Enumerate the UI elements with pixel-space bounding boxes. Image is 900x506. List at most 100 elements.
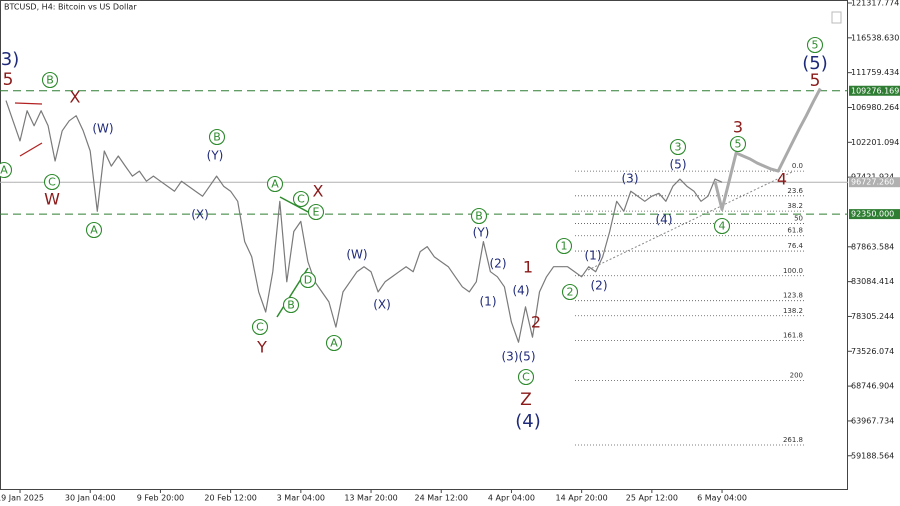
plot-frame bbox=[0, 0, 848, 490]
wave-label: C bbox=[256, 321, 264, 334]
x-tick-label: 25 Apr 12:00 bbox=[626, 494, 678, 503]
wave-label: A bbox=[0, 164, 8, 177]
wave-label: C bbox=[522, 371, 530, 384]
fib-label: 161.8 bbox=[783, 331, 803, 339]
wave-label: A bbox=[330, 337, 338, 350]
wave-label: (5) bbox=[519, 350, 536, 364]
x-tick-label: 6 May 04:00 bbox=[697, 494, 747, 503]
wave-label: (4) bbox=[513, 284, 530, 298]
wave-label: A bbox=[271, 178, 279, 191]
wave-label: B bbox=[287, 299, 295, 312]
y-tick-label: 116538.630 bbox=[851, 33, 899, 42]
fib-label: 200 bbox=[790, 371, 803, 379]
wave-label: A bbox=[90, 224, 98, 237]
triangle-line bbox=[279, 196, 311, 214]
y-tick-label: 102201.094 bbox=[851, 138, 899, 147]
wave-label: (3) bbox=[622, 172, 639, 186]
wave-label: 1 bbox=[523, 258, 533, 277]
level-label: 109276.169 bbox=[851, 86, 899, 95]
wave-circle bbox=[282, 296, 300, 314]
wave-circle bbox=[713, 217, 731, 235]
chart-title: BTCUSD, H4: Bitcoin vs US Dollar bbox=[4, 3, 137, 12]
wave-label: C bbox=[48, 176, 56, 189]
wave-label: D bbox=[304, 274, 312, 287]
fib-label: 38.2 bbox=[787, 202, 803, 210]
wave-label: B bbox=[475, 210, 483, 223]
y-tick-label: 121317.774 bbox=[851, 0, 899, 8]
x-tick-label: 20 Feb 12:00 bbox=[204, 494, 256, 503]
y-tick-label: 73526.074 bbox=[851, 347, 894, 356]
fib-label: 123.8 bbox=[783, 292, 803, 300]
wave-label: 5 bbox=[735, 138, 742, 151]
wave-label: (2) bbox=[591, 279, 608, 293]
wave-label: 4 bbox=[777, 170, 787, 189]
wave-circle bbox=[555, 237, 573, 255]
x-tick-label: 4 Apr 04:00 bbox=[488, 494, 535, 503]
fib-label: 50 bbox=[794, 214, 803, 222]
wave-label: 4 bbox=[719, 220, 726, 233]
wave-circle bbox=[470, 207, 488, 225]
level-label: 92350.000 bbox=[851, 210, 894, 219]
wave-label: X bbox=[313, 182, 324, 201]
y-tick-label: 106980.264 bbox=[851, 103, 899, 112]
wave-label: (2) bbox=[490, 257, 507, 271]
x-tick-label: 24 Mar 12:00 bbox=[415, 494, 468, 503]
level-tag bbox=[849, 177, 900, 188]
wave-label: 1 bbox=[561, 240, 568, 253]
wave-circle bbox=[325, 334, 343, 352]
wave-label: 2 bbox=[531, 313, 541, 332]
wave-label: (1) bbox=[585, 249, 602, 263]
wave-label: 3 bbox=[675, 141, 682, 154]
wave-circle bbox=[561, 283, 579, 301]
fib-label: 100.0 bbox=[783, 267, 803, 275]
wave-label: 5 bbox=[810, 71, 821, 91]
wave-label: (3) bbox=[502, 350, 519, 364]
wave-label: Z bbox=[520, 390, 532, 410]
y-tick-label: 59188.564 bbox=[851, 451, 894, 460]
wave-circle bbox=[43, 173, 61, 191]
price-line bbox=[5, 100, 723, 343]
wave-label: (4) bbox=[515, 411, 541, 432]
wave-circle bbox=[806, 36, 824, 54]
wave-circle bbox=[729, 135, 747, 153]
wave-circle bbox=[251, 318, 269, 336]
wave-label: (W) bbox=[92, 122, 113, 136]
wave-label: Y bbox=[256, 338, 267, 357]
level-tag bbox=[849, 85, 900, 96]
y-tick-label: 68746.904 bbox=[851, 382, 894, 391]
icon bbox=[831, 11, 842, 24]
x-tick-label: 19 Jan 2025 bbox=[0, 494, 44, 503]
wave-label: 5 bbox=[3, 70, 14, 90]
y-tick-label: 87863.584 bbox=[851, 242, 894, 251]
x-tick-label: 9 Feb 20:00 bbox=[137, 494, 184, 503]
wave-label: (Y) bbox=[473, 226, 490, 240]
wave-circle bbox=[208, 128, 226, 146]
wave-circle bbox=[517, 368, 535, 386]
wave-label: (5) bbox=[802, 53, 828, 74]
wave-label: 3 bbox=[733, 118, 743, 137]
y-tick-label: 111759.434 bbox=[851, 68, 899, 77]
fib-label: 23.6 bbox=[787, 187, 803, 195]
wave-label: B bbox=[46, 74, 54, 87]
trend-line bbox=[587, 171, 793, 271]
fib-label: 61.8 bbox=[787, 227, 803, 235]
wave-label: (4) bbox=[656, 213, 673, 227]
wave-label: 3) bbox=[1, 49, 19, 70]
y-tick-label: 78305.244 bbox=[851, 312, 894, 321]
y-tick-label: 97421.924 bbox=[851, 173, 894, 182]
wave-label: W bbox=[44, 190, 60, 209]
wave-label: (1) bbox=[480, 295, 497, 309]
wave-circle bbox=[292, 190, 310, 208]
wave-circle bbox=[307, 203, 325, 221]
wave-circle bbox=[0, 161, 13, 179]
y-tick-label: 83084.414 bbox=[851, 277, 894, 286]
wave-label: C bbox=[297, 193, 305, 206]
x-tick-label: 3 Mar 04:00 bbox=[277, 494, 325, 503]
wave-label: E bbox=[313, 206, 320, 219]
y-tick-label: 63967.734 bbox=[851, 416, 894, 425]
x-tick-label: 14 Apr 20:00 bbox=[556, 494, 608, 503]
